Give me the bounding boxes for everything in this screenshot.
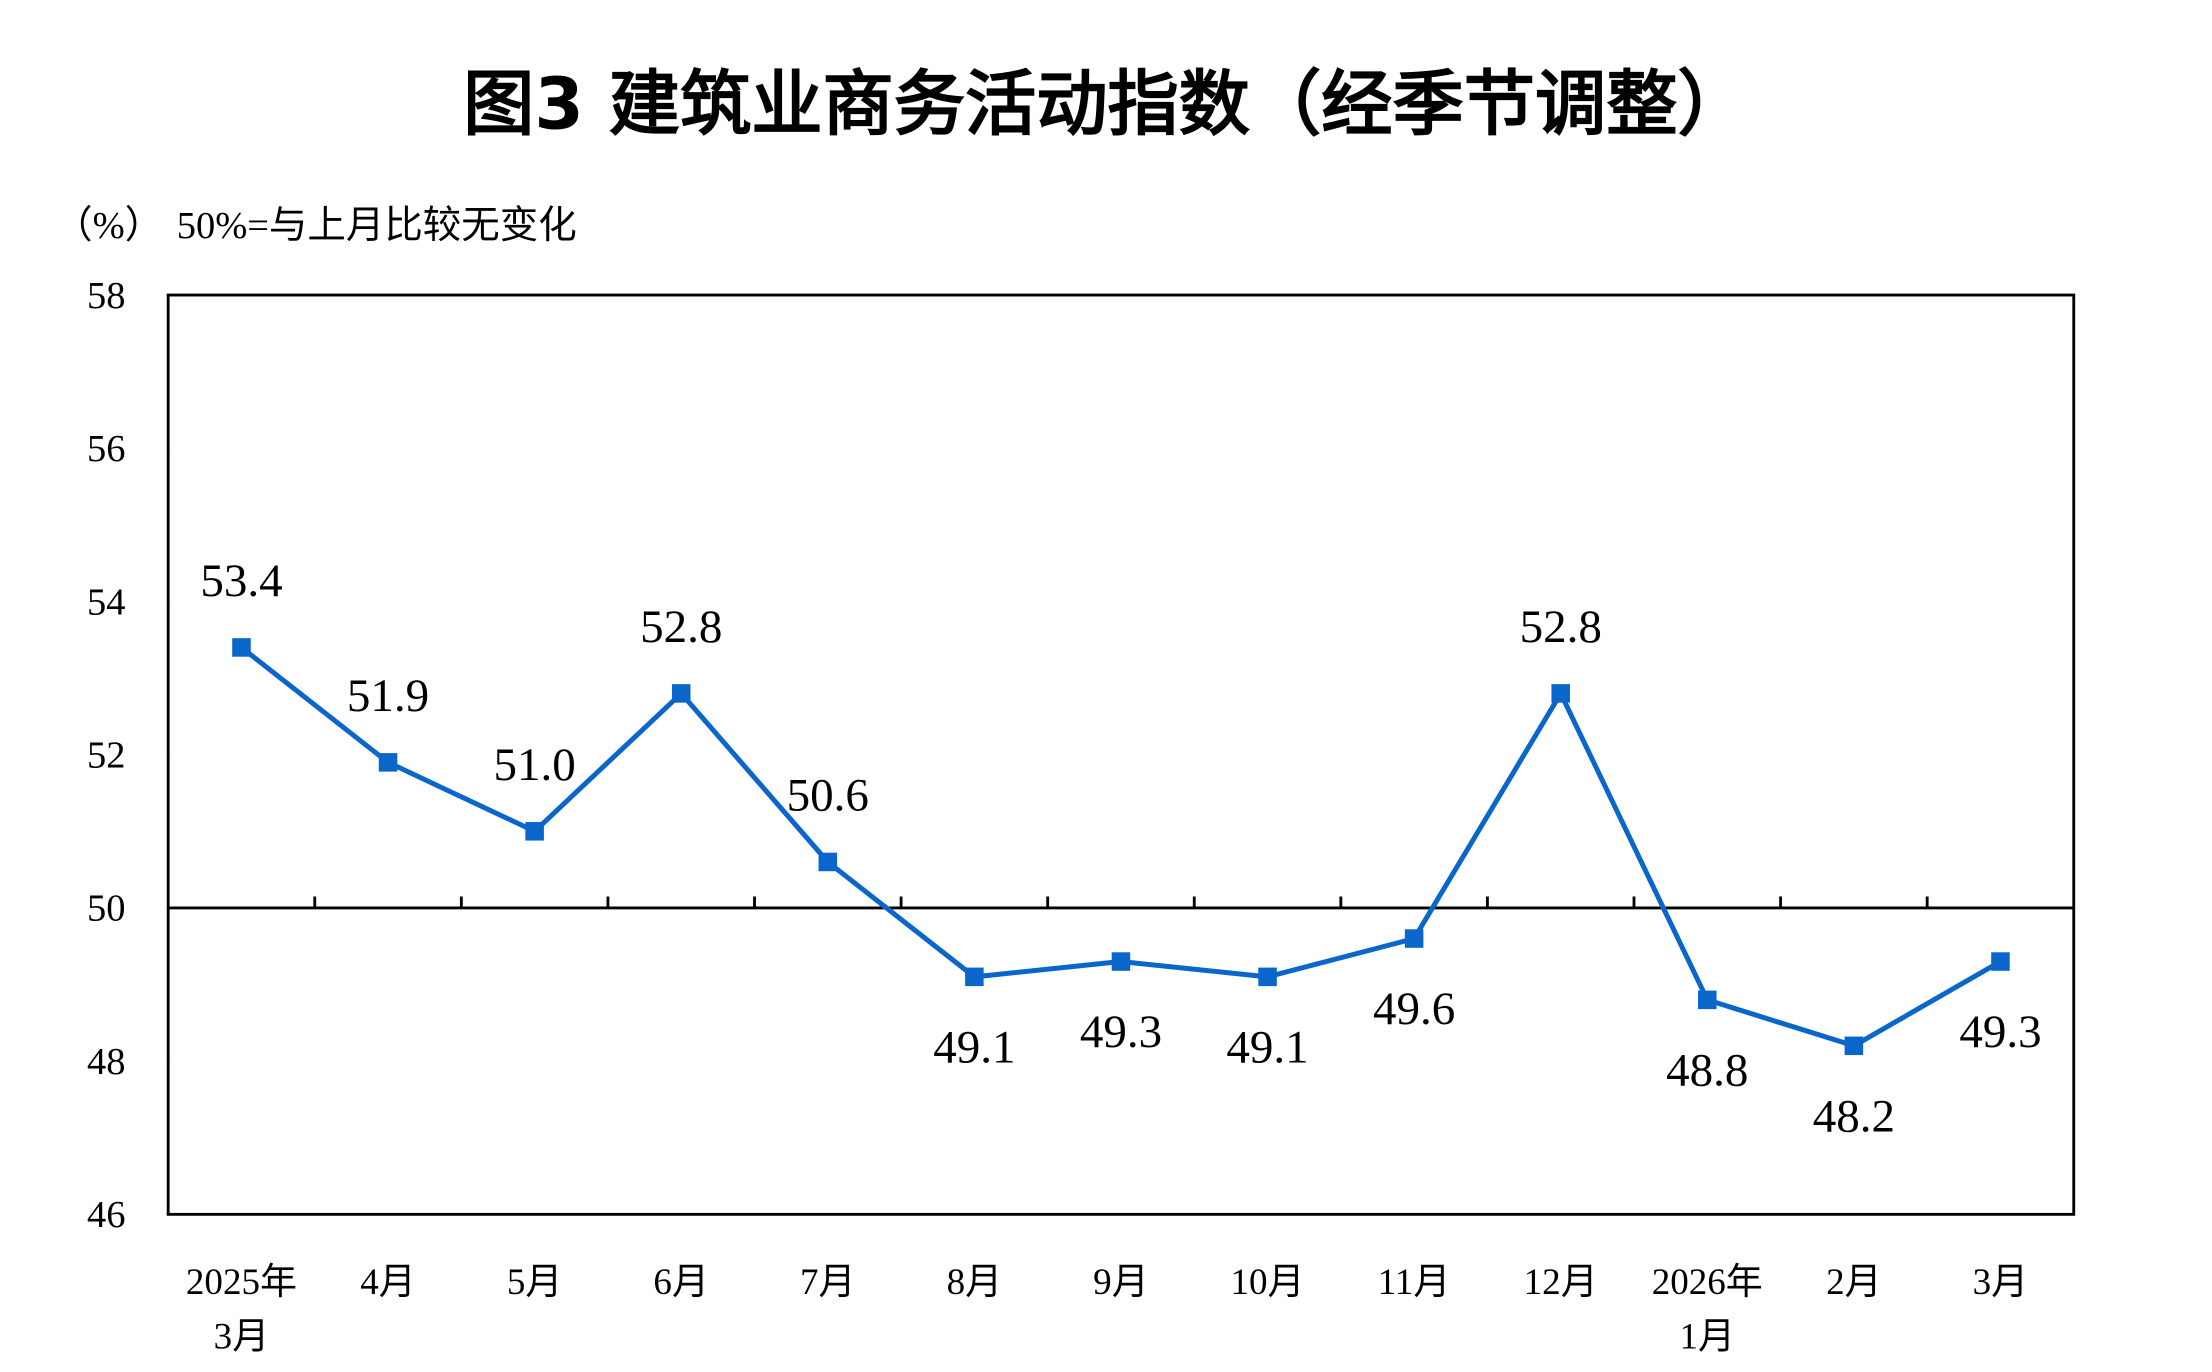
data-marker [1404, 929, 1424, 948]
y-tick-label: 56 [87, 428, 125, 470]
data-label: 52.8 [1520, 601, 1602, 653]
data-marker [818, 852, 838, 872]
data-label: 49.3 [1959, 1006, 2041, 1058]
plot-frame [166, 293, 2076, 1216]
x-tick-label: 12月 [1524, 1262, 1598, 1303]
y-tick-label: 58 [87, 275, 125, 317]
data-label: 48.8 [1666, 1044, 1748, 1096]
x-tick-label: 3月 [1973, 1262, 2029, 1303]
data-label: 52.8 [640, 601, 722, 653]
x-tick-label: 6月 [653, 1262, 709, 1303]
data-marker [525, 822, 544, 841]
data-marker [1111, 952, 1131, 971]
data-label: 49.1 [1226, 1021, 1308, 1073]
x-tick-label: 2月 [1826, 1262, 1882, 1303]
y-tick-label: 48 [87, 1041, 125, 1083]
x-tick-label: 2025年 3月 [186, 1261, 297, 1357]
data-line [239, 645, 2002, 1049]
chart-title: 图3 建筑业商务活动指数（经季节调整） [463, 62, 1749, 145]
data-label: 51.9 [347, 670, 429, 722]
data-marker [1844, 1036, 1864, 1056]
data-marker [378, 753, 398, 772]
data-label: 51.0 [493, 739, 575, 791]
x-tick-label: 10月 [1230, 1262, 1304, 1303]
data-label: 49.6 [1373, 983, 1455, 1035]
data-label: 49.3 [1080, 1006, 1162, 1058]
y-tick-label: 50 [87, 888, 125, 930]
x-tick-label: 7月 [800, 1262, 856, 1303]
data-label: 49.1 [933, 1021, 1015, 1073]
y-tick-label: 54 [87, 581, 125, 623]
annotation: 50%=与上月比较无变化 [177, 204, 577, 247]
data-marker [1258, 967, 1277, 987]
data-marker [232, 638, 251, 657]
x-tick-label: 9月 [1093, 1262, 1149, 1303]
x-tick-label: 11月 [1378, 1262, 1451, 1303]
data-marker [1991, 952, 2010, 971]
data-marker [1551, 684, 1570, 703]
data-marker [965, 967, 984, 987]
x-tick-label: 8月 [947, 1262, 1003, 1303]
y-axis-label: （%） [54, 205, 163, 247]
data-label: 50.6 [787, 770, 869, 822]
y-tick-label: 46 [87, 1194, 125, 1236]
data-label: 53.4 [200, 555, 282, 607]
x-tick-label: 4月 [360, 1262, 416, 1303]
data-marker [1698, 990, 1717, 1010]
data-marker [671, 684, 691, 703]
data-label: 48.2 [1813, 1090, 1895, 1142]
x-tick-label: 5月 [507, 1262, 563, 1303]
y-tick-label: 52 [87, 735, 125, 777]
x-tick-label: 2026年 1月 [1652, 1261, 1763, 1357]
